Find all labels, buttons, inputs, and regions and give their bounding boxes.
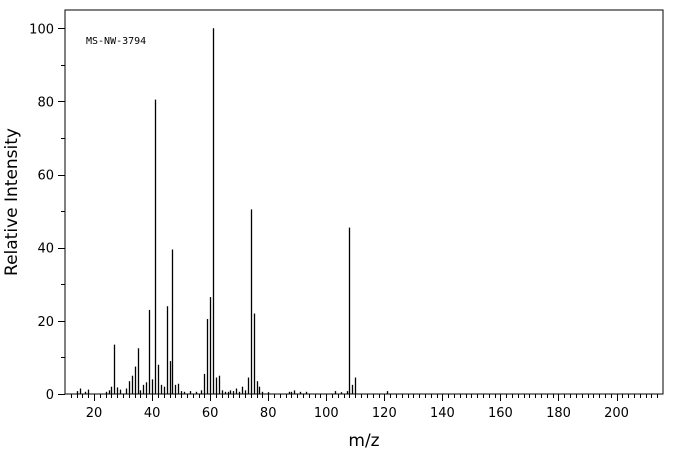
x-tick-label: 80 xyxy=(260,406,277,421)
y-tick-label: 20 xyxy=(37,315,54,330)
x-tick-label: 140 xyxy=(430,406,455,421)
y-tick-label: 0 xyxy=(46,388,54,403)
y-tick-label: 60 xyxy=(37,169,54,184)
x-tick-label: 200 xyxy=(604,406,629,421)
y-axis-label: Relative Intensity xyxy=(2,128,22,276)
x-tick-label: 120 xyxy=(372,406,397,421)
x-tick-label: 180 xyxy=(546,406,571,421)
x-axis-label: m/z xyxy=(348,431,379,451)
y-axis-ticks: 0 20 40 60 80 100 xyxy=(29,22,65,403)
peak-bars xyxy=(76,28,389,394)
x-axis-ticks: 20 40 60 80 100 120 140 160 180 200 xyxy=(71,394,658,421)
plot-frame xyxy=(64,9,664,395)
x-tick-label: 40 xyxy=(144,406,161,421)
x-tick-label: 20 xyxy=(86,406,103,421)
y-tick-label: 100 xyxy=(29,22,54,37)
x-tick-label: 60 xyxy=(202,406,219,421)
y-tick-label: 40 xyxy=(37,242,54,257)
spectrum-id-label: MS-NW-3794 xyxy=(86,36,146,47)
x-tick-label: 160 xyxy=(488,406,513,421)
y-tick-label: 80 xyxy=(37,95,54,110)
x-tick-label: 100 xyxy=(314,406,339,421)
